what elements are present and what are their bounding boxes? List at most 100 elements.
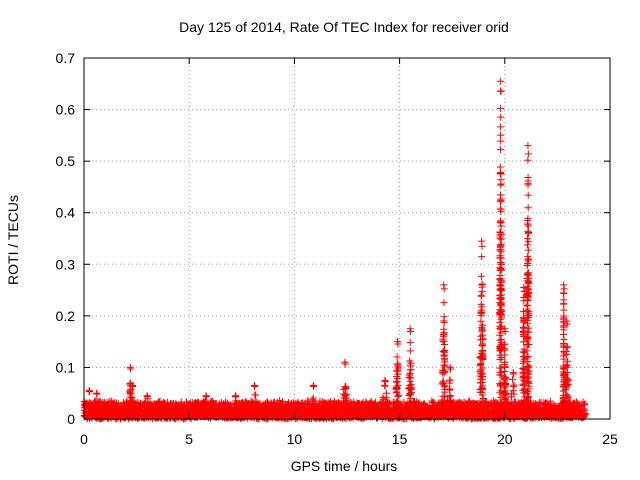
- data-point: [523, 347, 531, 355]
- data-point: [524, 222, 532, 230]
- data-point: [439, 379, 447, 387]
- data-point: [439, 370, 447, 378]
- data-point: [519, 327, 527, 335]
- data-point: [524, 295, 532, 303]
- data-point: [204, 410, 212, 418]
- data-point: [308, 399, 316, 407]
- data-point: [497, 229, 505, 237]
- x-tick-label: 10: [287, 431, 303, 447]
- data-point: [525, 362, 533, 370]
- data-point: [440, 285, 448, 293]
- data-point: [393, 405, 401, 413]
- data-point: [581, 411, 589, 419]
- data-point: [312, 404, 320, 412]
- chart-title: Day 125 of 2014, Rate Of TEC Index for r…: [179, 19, 509, 35]
- data-point: [478, 375, 486, 383]
- data-point: [341, 383, 349, 391]
- data-point: [524, 230, 532, 238]
- y-tick-label: 0.5: [56, 153, 76, 169]
- data-point: [519, 365, 527, 373]
- data-point: [205, 407, 213, 415]
- y-tick-label: 0.1: [56, 359, 76, 375]
- data-point: [446, 391, 454, 399]
- data-point: [477, 414, 485, 422]
- data-point: [559, 410, 567, 418]
- data-point: [342, 396, 350, 404]
- data-point: [497, 315, 505, 323]
- data-point: [379, 393, 387, 401]
- data-point: [510, 381, 518, 389]
- data-point: [251, 382, 259, 390]
- data-point: [393, 383, 401, 391]
- data-point: [445, 404, 453, 412]
- data-point: [440, 351, 448, 359]
- data-point: [497, 113, 505, 121]
- data-point: [479, 340, 487, 348]
- data-point: [446, 412, 454, 420]
- data-point: [440, 317, 448, 325]
- data-point: [477, 292, 485, 300]
- data-point: [497, 217, 505, 225]
- data-point: [523, 405, 531, 413]
- data-point: [562, 362, 570, 370]
- data-point: [525, 409, 533, 417]
- data-point: [340, 406, 348, 414]
- data-point: [306, 405, 314, 413]
- data-point: [446, 385, 454, 393]
- data-point: [496, 169, 504, 177]
- data-point: [562, 347, 570, 355]
- data-point: [143, 407, 151, 415]
- data-point: [440, 329, 448, 337]
- data-point: [406, 347, 414, 355]
- data-point: [86, 387, 94, 395]
- data-point: [309, 394, 317, 402]
- data-point: [500, 390, 508, 398]
- data-point: [407, 366, 415, 374]
- data-point: [523, 306, 531, 314]
- data-point: [525, 370, 533, 378]
- data-point: [253, 410, 261, 418]
- data-point: [406, 374, 414, 382]
- data-point: [477, 309, 485, 317]
- data-point: [500, 396, 508, 404]
- x-tick-label: 15: [392, 431, 408, 447]
- data-point: [524, 191, 532, 199]
- data-point: [163, 398, 171, 406]
- data-point: [407, 327, 415, 335]
- data-point: [563, 363, 571, 371]
- x-axis-label: GPS time / hours: [291, 458, 398, 474]
- data-point: [496, 389, 504, 397]
- data-point: [88, 410, 96, 418]
- data-point: [562, 401, 570, 409]
- data-point: [476, 379, 484, 387]
- data-point: [496, 325, 504, 333]
- data-point: [523, 270, 531, 278]
- data-point: [129, 410, 137, 418]
- data-point: [446, 376, 454, 384]
- data-point: [497, 146, 505, 154]
- data-point: [92, 397, 100, 405]
- tick-labels: 00.10.20.30.40.50.60.70 5 10 15 20 25: [56, 50, 618, 447]
- data-point: [512, 408, 520, 416]
- data-point: [501, 367, 509, 375]
- data-point: [496, 272, 504, 280]
- data-point: [524, 156, 532, 164]
- data-point: [525, 379, 533, 387]
- data-point: [497, 131, 505, 139]
- data-point: [146, 398, 154, 406]
- data-point: [440, 340, 448, 348]
- data-point: [523, 328, 531, 336]
- data-point: [560, 315, 568, 323]
- data-point: [405, 408, 413, 416]
- data-point: [340, 390, 348, 398]
- data-point: [501, 358, 509, 366]
- data-point: [128, 398, 136, 406]
- data-point: [439, 392, 447, 400]
- data-point: [127, 365, 135, 373]
- data-point: [394, 362, 402, 370]
- data-point: [546, 397, 554, 405]
- data-point: [496, 318, 504, 326]
- data-point: [394, 408, 402, 416]
- x-tick-label: 20: [497, 431, 513, 447]
- data-point: [509, 376, 517, 384]
